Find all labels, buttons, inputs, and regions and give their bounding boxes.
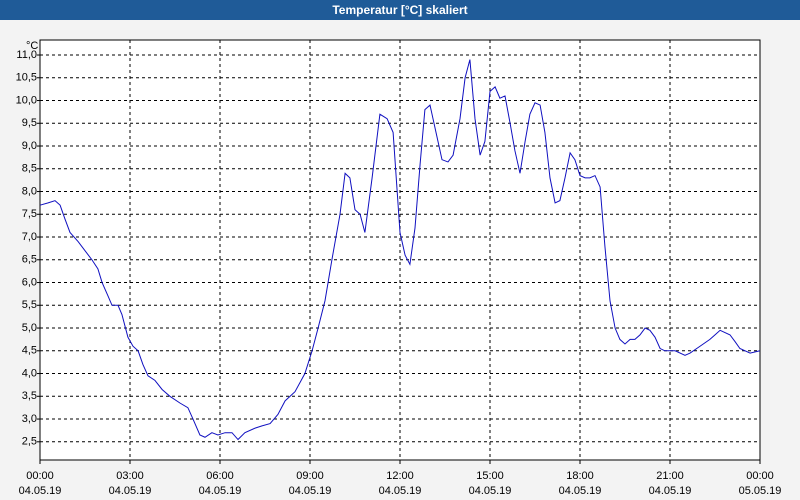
- x-tick-date: 05.05.19: [739, 485, 782, 497]
- x-tick-label: 00:00: [746, 470, 774, 482]
- y-tick-label: 11,0: [16, 49, 37, 61]
- line: [39, 59, 761, 441]
- title-bar: [0, 0, 800, 20]
- x-tick-date: 04.05.19: [379, 485, 422, 497]
- x-tick-date: 04.05.19: [289, 485, 332, 497]
- y-tick-label: 6,0: [22, 276, 37, 288]
- x-tick-date: 04.05.19: [19, 485, 62, 497]
- y-tick-label: 4,5: [22, 345, 37, 357]
- x-tick-label: 09:00: [296, 470, 324, 482]
- chart-title: Temperatur [°C] skaliert: [332, 3, 467, 17]
- y-tick-label: 2,5: [22, 436, 37, 448]
- y-tick-label: 10,5: [16, 72, 37, 84]
- y-tick-label: 3,0: [22, 413, 37, 425]
- y-tick-label: 5,5: [22, 299, 37, 311]
- y-tick-label: 4,0: [22, 367, 37, 379]
- x-tick-label: 03:00: [116, 470, 144, 482]
- y-tick-label: 10,0: [16, 94, 37, 106]
- x-tick-date: 04.05.19: [469, 485, 512, 497]
- x-tick-label: 12:00: [386, 470, 414, 482]
- x-tick-label: 15:00: [476, 470, 504, 482]
- y-tick-label: 9,0: [22, 140, 37, 152]
- y-tick-label: 8,5: [22, 163, 37, 175]
- y-tick-label: 8,0: [22, 185, 37, 197]
- x-tick-label: 00:00: [26, 470, 54, 482]
- x-tick-date: 04.05.19: [109, 485, 152, 497]
- x-tick-label: 06:00: [206, 470, 234, 482]
- y-tick-label: 3,5: [22, 390, 37, 402]
- x-tick-date: 04.05.19: [649, 485, 692, 497]
- y-axis-label: °C: [26, 40, 38, 52]
- y-tick-label: 7,0: [22, 231, 37, 243]
- y-tick-label: 6,5: [22, 254, 37, 266]
- x-tick-date: 04.05.19: [199, 485, 242, 497]
- x-tick-date: 04.05.19: [559, 485, 602, 497]
- y-tick-label: 9,5: [22, 117, 37, 129]
- y-tick-label: 5,0: [22, 322, 37, 334]
- x-tick-label: 18:00: [566, 470, 594, 482]
- x-tick-label: 21:00: [656, 470, 684, 482]
- y-tick-label: 7,5: [22, 208, 37, 220]
